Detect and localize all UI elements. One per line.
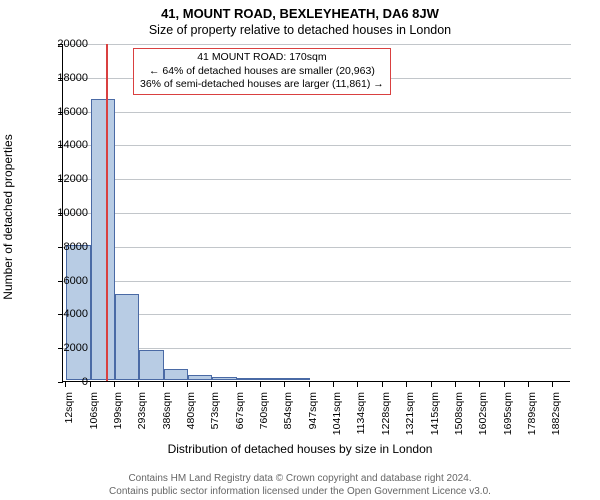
ytick-label: 10000 <box>44 207 88 219</box>
xtick-mark <box>357 382 358 387</box>
xtick-mark <box>187 382 188 387</box>
ytick-label: 12000 <box>44 173 88 185</box>
xtick-mark <box>138 382 139 387</box>
annotation-line: 36% of semi-detached houses are larger (… <box>140 78 384 92</box>
xtick-mark <box>528 382 529 387</box>
gridline <box>63 213 571 214</box>
annotation-line: 41 MOUNT ROAD: 170sqm <box>140 51 384 65</box>
chart-subtitle: Size of property relative to detached ho… <box>0 21 600 37</box>
gridline <box>63 112 571 113</box>
histogram-bar <box>212 377 236 380</box>
ytick-label: 20000 <box>44 38 88 50</box>
xtick-mark <box>163 382 164 387</box>
ytick-label: 18000 <box>44 72 88 84</box>
xtick-mark <box>333 382 334 387</box>
chart-plot-area: 41 MOUNT ROAD: 170sqm← 64% of detached h… <box>62 44 570 382</box>
ytick-label: 16000 <box>44 106 88 118</box>
xtick-mark <box>236 382 237 387</box>
histogram-bar <box>188 375 212 380</box>
chart-title: 41, MOUNT ROAD, BEXLEYHEATH, DA6 8JW <box>0 0 600 21</box>
ytick-label: 4000 <box>44 308 88 320</box>
ytick-label: 0 <box>44 376 88 388</box>
gridline <box>63 179 571 180</box>
gridline <box>63 44 571 45</box>
xtick-mark <box>260 382 261 387</box>
ytick-label: 2000 <box>44 342 88 354</box>
xtick-mark <box>211 382 212 387</box>
xtick-mark <box>479 382 480 387</box>
gridline <box>63 281 571 282</box>
x-axis-label: Distribution of detached houses by size … <box>0 442 600 456</box>
xtick-mark <box>406 382 407 387</box>
footer-line-1: Contains HM Land Registry data © Crown c… <box>0 473 600 486</box>
histogram-bar <box>237 378 261 380</box>
histogram-bar <box>91 99 115 380</box>
xtick-mark <box>382 382 383 387</box>
histogram-bar <box>285 378 309 380</box>
footer-attribution: Contains HM Land Registry data © Crown c… <box>0 473 600 498</box>
histogram-bar <box>261 378 285 380</box>
histogram-bar <box>139 350 163 380</box>
xtick-mark <box>284 382 285 387</box>
xtick-mark <box>90 382 91 387</box>
footer-line-2: Contains public sector information licen… <box>0 486 600 499</box>
xtick-mark <box>504 382 505 387</box>
annotation-line: ← 64% of detached houses are smaller (20… <box>140 65 384 79</box>
histogram-bar <box>115 294 139 380</box>
gridline <box>63 247 571 248</box>
gridline <box>63 145 571 146</box>
xtick-mark <box>455 382 456 387</box>
y-axis-label: Number of detached properties <box>1 134 15 299</box>
xtick-mark <box>309 382 310 387</box>
ytick-label: 6000 <box>44 275 88 287</box>
highlight-line <box>106 44 108 381</box>
xtick-mark <box>552 382 553 387</box>
annotation-box: 41 MOUNT ROAD: 170sqm← 64% of detached h… <box>133 48 391 95</box>
xtick-mark <box>114 382 115 387</box>
histogram-bar <box>164 369 188 380</box>
ytick-label: 8000 <box>44 241 88 253</box>
ytick-label: 14000 <box>44 139 88 151</box>
xtick-mark <box>431 382 432 387</box>
